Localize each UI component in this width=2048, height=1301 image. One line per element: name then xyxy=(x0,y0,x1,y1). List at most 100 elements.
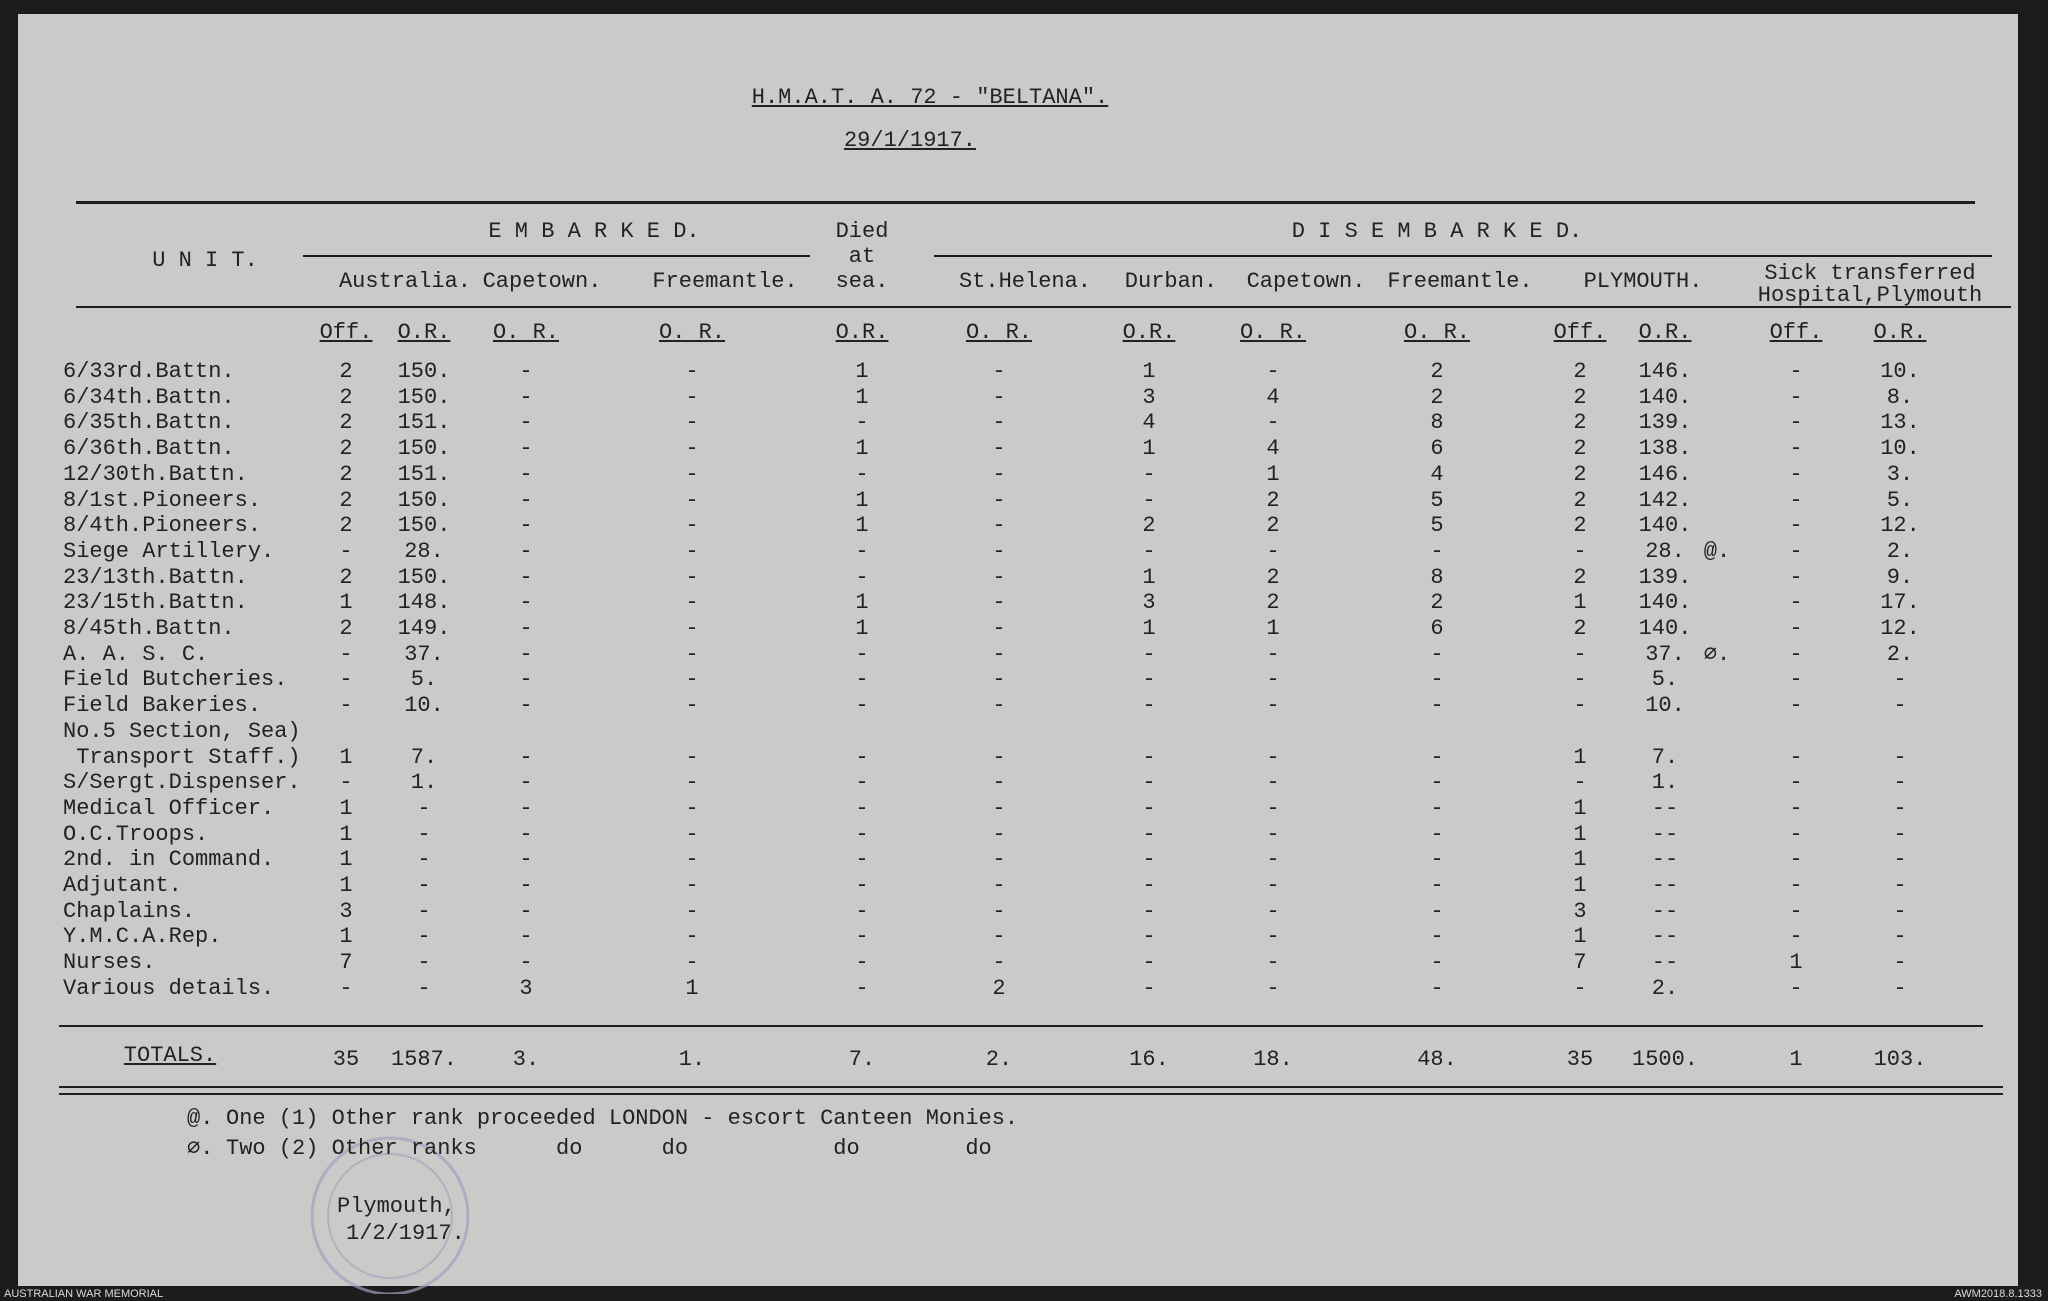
cell: - xyxy=(1266,950,1280,976)
cell: - xyxy=(519,770,533,796)
cell: 2 xyxy=(1430,384,1444,410)
cell: 2 xyxy=(339,410,353,436)
total-cell: 35 xyxy=(332,1047,360,1072)
cell: 1 xyxy=(339,821,353,847)
unit-name: Medical Officer. xyxy=(63,795,275,821)
cell: 1. xyxy=(410,770,438,796)
column-header: Capetown. xyxy=(1246,269,1366,294)
column-header: Died xyxy=(835,219,889,244)
cell: 2 xyxy=(1573,616,1587,641)
cell: 2 xyxy=(1573,564,1587,590)
cell: - xyxy=(1430,538,1444,564)
cell: - xyxy=(1142,950,1156,976)
cell: - xyxy=(1430,641,1444,667)
column-header: Durban. xyxy=(1124,269,1218,294)
cell: - xyxy=(855,538,869,564)
cell: - xyxy=(992,487,1006,513)
cell: 8 xyxy=(1430,564,1444,590)
cell: - xyxy=(685,513,699,539)
total-cell: 35 xyxy=(1566,1047,1594,1072)
cell: 3 xyxy=(1573,898,1587,924)
column-header: Freemantle. xyxy=(652,269,798,294)
cell: -- xyxy=(1651,847,1679,873)
cell: - xyxy=(1142,693,1156,719)
rule xyxy=(76,201,1975,204)
cell: - xyxy=(855,564,869,590)
cell: - xyxy=(1266,898,1280,924)
cell: - xyxy=(685,487,699,513)
cell: - xyxy=(1893,924,1907,950)
cell: - xyxy=(519,744,533,770)
cell: - xyxy=(1789,693,1803,719)
cell: 2 xyxy=(1573,461,1587,487)
cell: 7 xyxy=(339,950,353,976)
cell: 1 xyxy=(1266,461,1280,487)
cell: - xyxy=(519,795,533,821)
cell: - xyxy=(685,410,699,436)
cell: 6 xyxy=(1430,436,1444,462)
cell: 2 xyxy=(1266,590,1280,616)
cell: - xyxy=(685,693,699,719)
totals-label: TOTALS. xyxy=(123,1043,217,1068)
total-cell: 103. xyxy=(1873,1047,1927,1072)
cell: - xyxy=(1573,667,1587,693)
cell: 37. xyxy=(1645,641,1685,667)
cell: - xyxy=(1266,359,1280,384)
unit-name: 6/35th.Battn. xyxy=(63,410,235,436)
unit-name: No.5 Section, Sea) xyxy=(63,718,301,744)
total-cell: 1. xyxy=(678,1047,706,1072)
cell: - xyxy=(685,795,699,821)
total-cell: 3. xyxy=(512,1047,540,1072)
cell: - xyxy=(1789,487,1803,513)
cell: - xyxy=(519,821,533,847)
cell: - xyxy=(1266,667,1280,693)
cell: 5 xyxy=(1430,513,1444,539)
column-header: Sick transferred xyxy=(1764,261,1976,286)
cell: - xyxy=(1430,950,1444,976)
cell: - xyxy=(1893,795,1907,821)
cell: - xyxy=(1430,924,1444,950)
cell: - xyxy=(1789,410,1803,436)
cell: - xyxy=(992,847,1006,873)
cell: -- xyxy=(1651,898,1679,924)
cell: 146. xyxy=(1638,461,1692,487)
cell: - xyxy=(519,436,533,462)
cell: 148. xyxy=(397,590,451,616)
cell: 1 xyxy=(855,359,869,384)
cell: -- xyxy=(1651,821,1679,847)
unit-name: 8/4th.Pioneers. xyxy=(63,513,262,539)
cell: 10. xyxy=(1880,436,1920,462)
column-header: St.Helena. xyxy=(958,269,1092,294)
cell: 17. xyxy=(1880,590,1920,616)
footnote-symbol: @. xyxy=(187,1106,214,1131)
footer-text: AUSTRALIAN WAR MEMORIAL xyxy=(4,1288,164,1300)
cell: 5. xyxy=(1886,487,1914,513)
cell: - xyxy=(519,487,533,513)
cell: - xyxy=(685,359,699,384)
cell: - xyxy=(417,950,431,976)
cell: - xyxy=(1266,847,1280,873)
cell: - xyxy=(1789,590,1803,616)
unit-name: 8/1st.Pioneers. xyxy=(63,487,262,513)
cell: - xyxy=(1142,744,1156,770)
cell: - xyxy=(992,513,1006,539)
column-header: O.R. xyxy=(397,320,451,345)
cell: - xyxy=(1573,693,1587,719)
column-header: O.R. xyxy=(835,320,889,345)
cell: - xyxy=(417,975,431,1001)
unit-name: 6/33rd.Battn. xyxy=(63,359,235,384)
unit-name: 6/36th.Battn. xyxy=(63,436,235,462)
cell: - xyxy=(855,873,869,898)
cell: - xyxy=(339,538,353,564)
cell: - xyxy=(1789,359,1803,384)
cell: - xyxy=(417,821,431,847)
cell: - xyxy=(1266,770,1280,796)
cell: - xyxy=(1266,795,1280,821)
cell: - xyxy=(1893,667,1907,693)
cell: - xyxy=(1430,667,1444,693)
cell: 2. xyxy=(1651,975,1679,1001)
cell: - xyxy=(1789,641,1803,667)
column-header: Off. xyxy=(319,320,373,345)
cell: 2 xyxy=(339,513,353,539)
cell: - xyxy=(1142,770,1156,796)
